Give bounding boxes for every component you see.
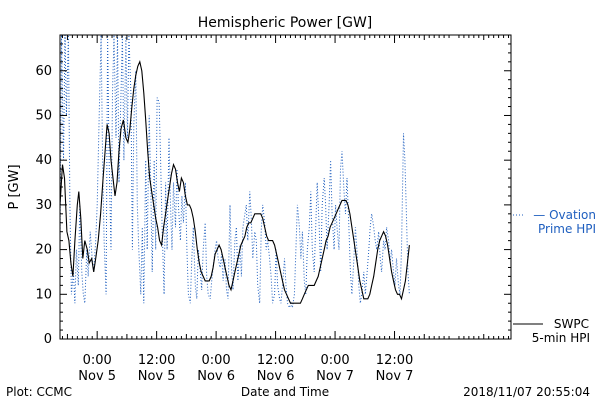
series-line-swpc-5-min-hpi — [59, 60, 410, 304]
legend-label-ovation-line2: Prime HPI — [538, 222, 596, 236]
legend-label-ovation-line1: — Ovation — [533, 208, 596, 222]
y-tick-label: 0 — [44, 332, 52, 347]
y-tick-label: 60 — [35, 64, 52, 79]
y-tick-label: 20 — [35, 243, 52, 258]
y-tick-label: 10 — [35, 287, 52, 302]
x-tick-time-label: 0:00 — [83, 353, 112, 368]
x-tick-time-label: 12:00 — [138, 353, 175, 368]
y-tick-label: 50 — [35, 108, 52, 123]
y-tick-label: 40 — [35, 153, 52, 168]
x-tick-time-label: 0:00 — [320, 353, 349, 368]
y-axis-label: P [GW] — [7, 164, 22, 209]
legend-label-swpc-line2: 5-min HPI — [532, 331, 590, 345]
x-tick-date-label: Nov 7 — [376, 369, 414, 384]
plot-credit: Plot: CCMC — [6, 385, 72, 399]
y-tick-label: 30 — [35, 198, 52, 213]
x-tick-time-label: 12:00 — [376, 353, 413, 368]
series-layer — [59, 34, 410, 310]
legend-label-swpc-line1: SWPC — [554, 317, 589, 331]
plot-timestamp: 2018/11/07 20:55:04 — [463, 385, 590, 399]
chart-title: Hemispheric Power [GW] — [198, 15, 373, 31]
x-tick-date-label: Nov 6 — [197, 369, 235, 384]
x-tick-time-label: 0:00 — [202, 353, 231, 368]
x-tick-date-label: Nov 6 — [257, 369, 295, 384]
x-tick-date-label: Nov 5 — [138, 369, 176, 384]
x-axis-label: Date and Time — [241, 385, 329, 399]
x-tick-date-label: Nov 5 — [78, 369, 116, 384]
x-tick-time-label: 12:00 — [257, 353, 294, 368]
x-tick-date-label: Nov 7 — [316, 369, 354, 384]
